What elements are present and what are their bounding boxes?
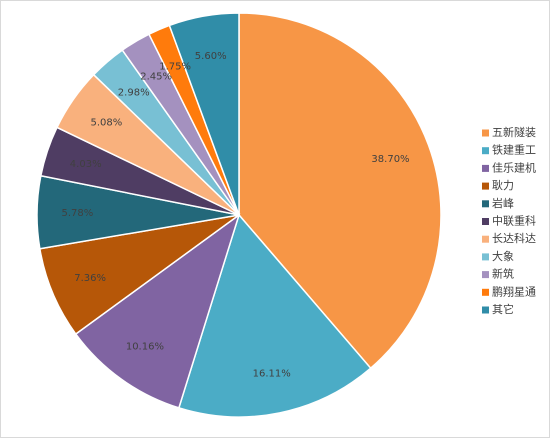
legend-label-7: 大象 <box>492 249 514 263</box>
legend-label-1: 铁建重工 <box>492 143 536 157</box>
pie-data-label-8: 2.45% <box>140 71 172 82</box>
pie-data-label-5: 4.03% <box>70 159 102 170</box>
legend-swatch-7 <box>482 253 489 261</box>
pie-data-labels: 38.70% 16.11% 10.16% 7.36% 5.78% 4.03% 5.08% 2.… <box>62 51 410 379</box>
legend-swatch-9 <box>482 288 489 296</box>
legend-label-8: 新筑 <box>492 267 514 281</box>
legend-swatch-2 <box>482 164 489 172</box>
legend-swatch-5 <box>482 218 489 225</box>
legend-label-9: 鹏翔星通 <box>492 284 536 298</box>
legend-label-2: 佳乐建机 <box>492 160 536 174</box>
pie-data-label-9: 1.75% <box>159 62 191 73</box>
legend-swatch-6 <box>482 235 489 243</box>
legend-swatch-0 <box>482 129 489 137</box>
legend-label-3: 耿力 <box>492 178 514 192</box>
pie-data-label-10: 5.60% <box>195 51 227 62</box>
pie-slices <box>36 12 442 418</box>
pie-data-label-6: 5.08% <box>91 118 123 129</box>
pie-data-label-2: 10.16% <box>126 341 164 352</box>
legend-swatch-3 <box>482 182 489 190</box>
legend-swatch-10 <box>482 306 489 314</box>
legend-swatch-4 <box>482 200 489 208</box>
legend-label-10: 其它 <box>492 302 514 316</box>
legend-swatch-1 <box>482 147 489 155</box>
pie-slice-1 <box>177 213 372 418</box>
legend-label-6: 长达科达 <box>492 231 536 245</box>
legend-label-5: 中联重科 <box>492 214 536 228</box>
legend-label-4: 岩峰 <box>492 196 514 210</box>
pie-slice-2 <box>74 213 241 409</box>
pie-data-label-1: 16.11% <box>253 368 291 379</box>
pie-data-label-3: 7.36% <box>74 273 106 284</box>
legend-swatch-8 <box>482 271 489 279</box>
legend-label-0: 五新隧装 <box>492 125 536 139</box>
pie-slice-0 <box>238 12 442 370</box>
pie-data-label-7: 2.98% <box>118 87 150 98</box>
pie-data-label-0: 38.70% <box>371 154 409 165</box>
pie-data-label-4: 5.78% <box>62 208 94 219</box>
pie-slice-10 <box>168 12 240 216</box>
